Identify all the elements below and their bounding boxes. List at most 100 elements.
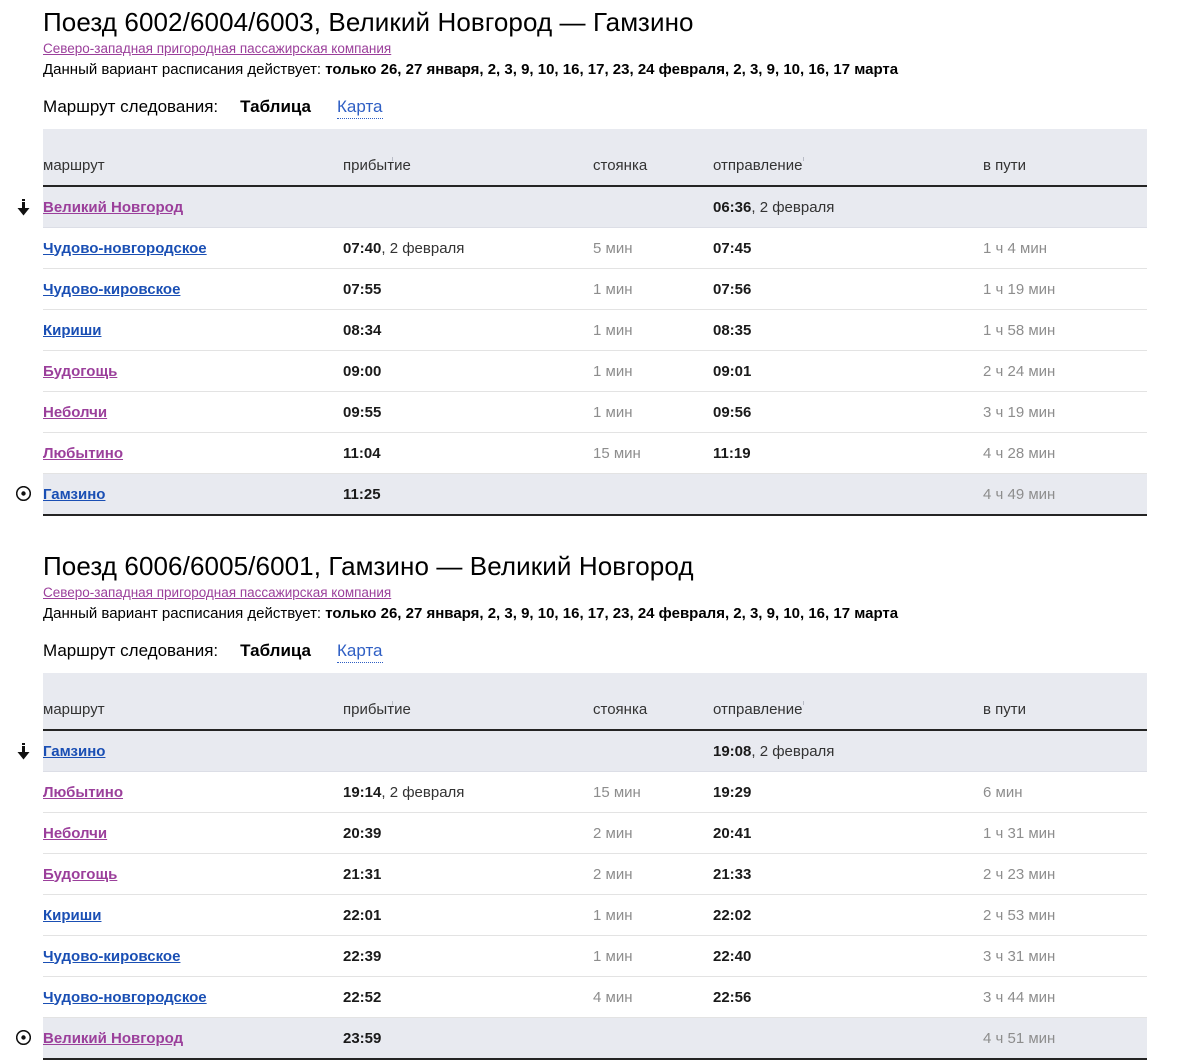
- cell-departure: 22:40: [713, 935, 983, 977]
- cell-departure: 21:33: [713, 853, 983, 895]
- cell-stop: 1 мин: [593, 894, 713, 936]
- cell-departure: 22:02: [713, 894, 983, 936]
- departure-time: 22:56: [713, 988, 752, 1006]
- table-row: Неболчи 09:55 1 мин 09:56 3 ч 19 мин: [43, 391, 1147, 433]
- table-row: Будогощь 09:00 1 мин 09:01 2 ч 24 мин: [43, 350, 1147, 392]
- station-link[interactable]: Чудово-новгородское: [43, 239, 207, 257]
- cell-stop: 1 мин: [593, 391, 713, 433]
- cell-arrival: 07:40, 2 февраля: [343, 227, 593, 269]
- station-link[interactable]: Любытино: [43, 444, 124, 462]
- arrival-time: 22:39: [343, 947, 382, 965]
- cell-station: Неболчи: [43, 391, 343, 433]
- cell-station: Неболчи: [43, 812, 343, 854]
- cell-departure: 09:56: [713, 391, 983, 433]
- arrival-time: 07:55: [343, 280, 382, 298]
- schedule-table-wrap: московское времямаршрутприбытиестоянкаот…: [15, 673, 1147, 1060]
- schedule-table: маршрут прибытие стоянка отправление в пути В…: [15, 129, 1147, 516]
- cell-arrival: 11:04: [343, 432, 593, 474]
- cell-stop: 1 мин: [593, 935, 713, 977]
- arrival-time: 20:39: [343, 824, 382, 842]
- cell-duration: 3 ч 44 мин: [983, 976, 1147, 1018]
- validity-dates: только 26, 27 января, 2, 3, 9, 10, 16, 1…: [325, 605, 899, 622]
- tab-table[interactable]: Таблица: [240, 641, 312, 660]
- cell-stop: [593, 186, 713, 228]
- station-link[interactable]: Гамзино: [43, 485, 106, 503]
- cell-duration: 3 ч 19 мин: [983, 391, 1147, 433]
- station-link[interactable]: Будогощь: [43, 362, 118, 380]
- cell-stop: 15 мин: [593, 432, 713, 474]
- cell-arrival: 22:01: [343, 894, 593, 936]
- table-row: Неболчи 20:39 2 мин 20:41 1 ч 31 мин: [43, 812, 1147, 854]
- down-arrow-icon: [17, 742, 29, 759]
- table-row: Гамзино 19:08, 2 февраля: [17, 730, 1147, 772]
- station-link[interactable]: Кириши: [43, 321, 102, 339]
- cell-duration: 6 мин: [983, 771, 1147, 813]
- cell-duration: 1 ч 31 мин: [983, 812, 1147, 854]
- col-header-route: маршрут: [43, 157, 343, 187]
- station-link[interactable]: Любытино: [43, 783, 124, 801]
- destination-marker: [12, 1029, 34, 1045]
- cell-arrival: 07:55: [343, 268, 593, 310]
- cell-duration: 4 ч 28 мин: [983, 432, 1147, 474]
- cell-duration: 4 ч 51 мин: [983, 1017, 1147, 1060]
- cell-arrival: 22:52: [343, 976, 593, 1018]
- table-row: Кириши 08:34 1 мин 08:35 1 ч 58 мин: [43, 309, 1147, 351]
- cell-stop: 5 мин: [593, 227, 713, 269]
- station-link[interactable]: Великий Новгород: [43, 1029, 184, 1047]
- cell-departure: [713, 473, 983, 516]
- destination-marker: [12, 485, 34, 501]
- arrival-time: 23:59: [343, 1029, 382, 1047]
- cell-station: Чудово-кировское: [43, 935, 343, 977]
- cell-duration: 2 ч 53 мин: [983, 894, 1147, 936]
- validity-dates: только 26, 27 января, 2, 3, 9, 10, 16, 1…: [325, 61, 899, 78]
- section-header: Поезд 6006/6005/6001, Гамзино — Великий …: [0, 542, 1200, 673]
- station-link[interactable]: Чудово-кировское: [43, 280, 181, 298]
- schedule-table: маршрут прибытие стоянка отправление в пути Г…: [15, 673, 1147, 1060]
- cell-arrival: 19:14, 2 февраля: [343, 771, 593, 813]
- tab-map[interactable]: Карта: [337, 640, 383, 663]
- table-row: Любытино 19:14, 2 февраля 15 мин 19:29 6 мин: [43, 771, 1147, 813]
- cell-stop: 4 мин: [593, 976, 713, 1018]
- col-header-departure: отправление: [713, 157, 983, 187]
- departure-time: 07:45: [713, 239, 752, 257]
- arrival-time: 21:31: [343, 865, 382, 883]
- cell-station: Великий Новгород: [17, 186, 343, 228]
- cell-station: Кириши: [43, 309, 343, 351]
- validity-line: Данный вариант расписания действует: тол…: [43, 59, 1200, 84]
- tab-map[interactable]: Карта: [337, 96, 383, 119]
- origin-marker: [12, 198, 34, 216]
- station-link[interactable]: Кириши: [43, 906, 102, 924]
- cell-duration: 3 ч 31 мин: [983, 935, 1147, 977]
- departure-time: 09:01: [713, 362, 752, 380]
- station-link[interactable]: Неболчи: [43, 403, 108, 421]
- table-row: Гамзино 11:25 4 ч 49 мин: [15, 473, 1147, 516]
- carrier-link[interactable]: Северо-западная пригородная пассажирская…: [43, 41, 392, 56]
- train-title: Поезд 6006/6005/6001, Гамзино — Великий …: [43, 551, 694, 581]
- validity-prefix: Данный вариант расписания действует:: [43, 61, 322, 78]
- station-link[interactable]: Великий Новгород: [43, 198, 184, 216]
- station-link[interactable]: Неболчи: [43, 824, 108, 842]
- col-header-route: маршрут: [43, 701, 343, 731]
- cell-departure: 09:01: [713, 350, 983, 392]
- validity-prefix: Данный вариант расписания действует:: [43, 605, 322, 622]
- route-label: Маршрут следования:: [43, 97, 219, 116]
- arrival-time: 09:00: [343, 362, 382, 380]
- station-link[interactable]: Будогощь: [43, 865, 118, 883]
- tab-table[interactable]: Таблица: [240, 97, 312, 116]
- table-row: Любытино 11:04 15 мин 11:19 4 ч 28 мин: [43, 432, 1147, 474]
- station-link[interactable]: Чудово-новгородское: [43, 988, 207, 1006]
- arrival-time: 07:40: [343, 239, 382, 257]
- station-link[interactable]: Гамзино: [43, 742, 106, 760]
- carrier-link[interactable]: Северо-западная пригородная пассажирская…: [43, 585, 392, 600]
- col-header-stop: стоянка: [593, 157, 713, 187]
- cell-duration: 1 ч 4 мин: [983, 227, 1147, 269]
- cell-arrival: 11:25: [343, 473, 593, 516]
- cell-stop: [593, 1017, 713, 1060]
- target-icon: [15, 1029, 31, 1045]
- cell-duration: 1 ч 19 мин: [983, 268, 1147, 310]
- route-label: Маршрут следования:: [43, 641, 219, 660]
- cell-arrival: 09:55: [343, 391, 593, 433]
- arrival-time: 08:34: [343, 321, 382, 339]
- station-link[interactable]: Чудово-кировское: [43, 947, 181, 965]
